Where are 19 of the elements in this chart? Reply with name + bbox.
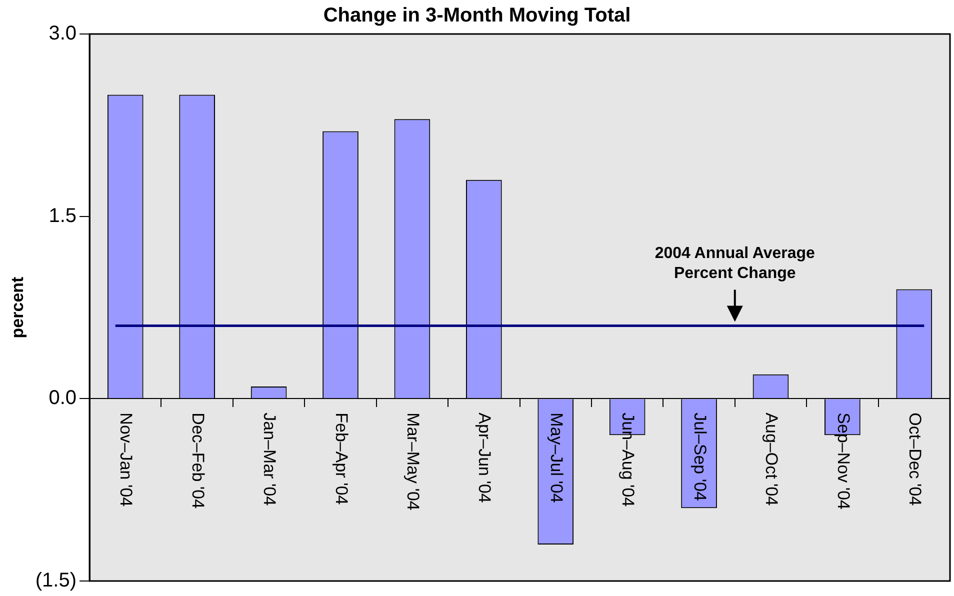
chart-title: Change in 3-Month Moving Total	[323, 4, 631, 27]
y-tick-label: 3.0	[48, 22, 77, 45]
x-tick-label: Oct–Dec '04	[905, 412, 924, 506]
y-axis-title: percent	[8, 276, 27, 338]
x-tick-label: Dec–Feb '04	[188, 412, 208, 509]
y-tick-label: 0.0	[48, 387, 77, 410]
x-tick-label: May–Jul '04	[546, 412, 566, 503]
x-tick-label: Sep–Nov '04	[834, 412, 853, 510]
x-tick-label: Jun–Aug '04	[618, 412, 638, 507]
x-tick-label: Feb–Apr '04	[332, 412, 351, 505]
y-tick-label: (1.5)	[35, 570, 77, 592]
x-tick-label: Nov–Jan '04	[116, 412, 136, 507]
x-tick-label: Jan–Mar '04	[260, 412, 280, 506]
x-tick-label: Mar–May '04	[404, 412, 423, 510]
x-tick-label: Jul–Sep '04	[690, 412, 710, 501]
y-tick-label: 1.5	[48, 204, 77, 227]
x-tick-label: Apr–Jun '04	[475, 412, 494, 503]
ref-line-label: 2004 Annual Average Percent Change	[654, 245, 816, 282]
x-tick-label: Aug–Oct '04	[762, 412, 782, 506]
